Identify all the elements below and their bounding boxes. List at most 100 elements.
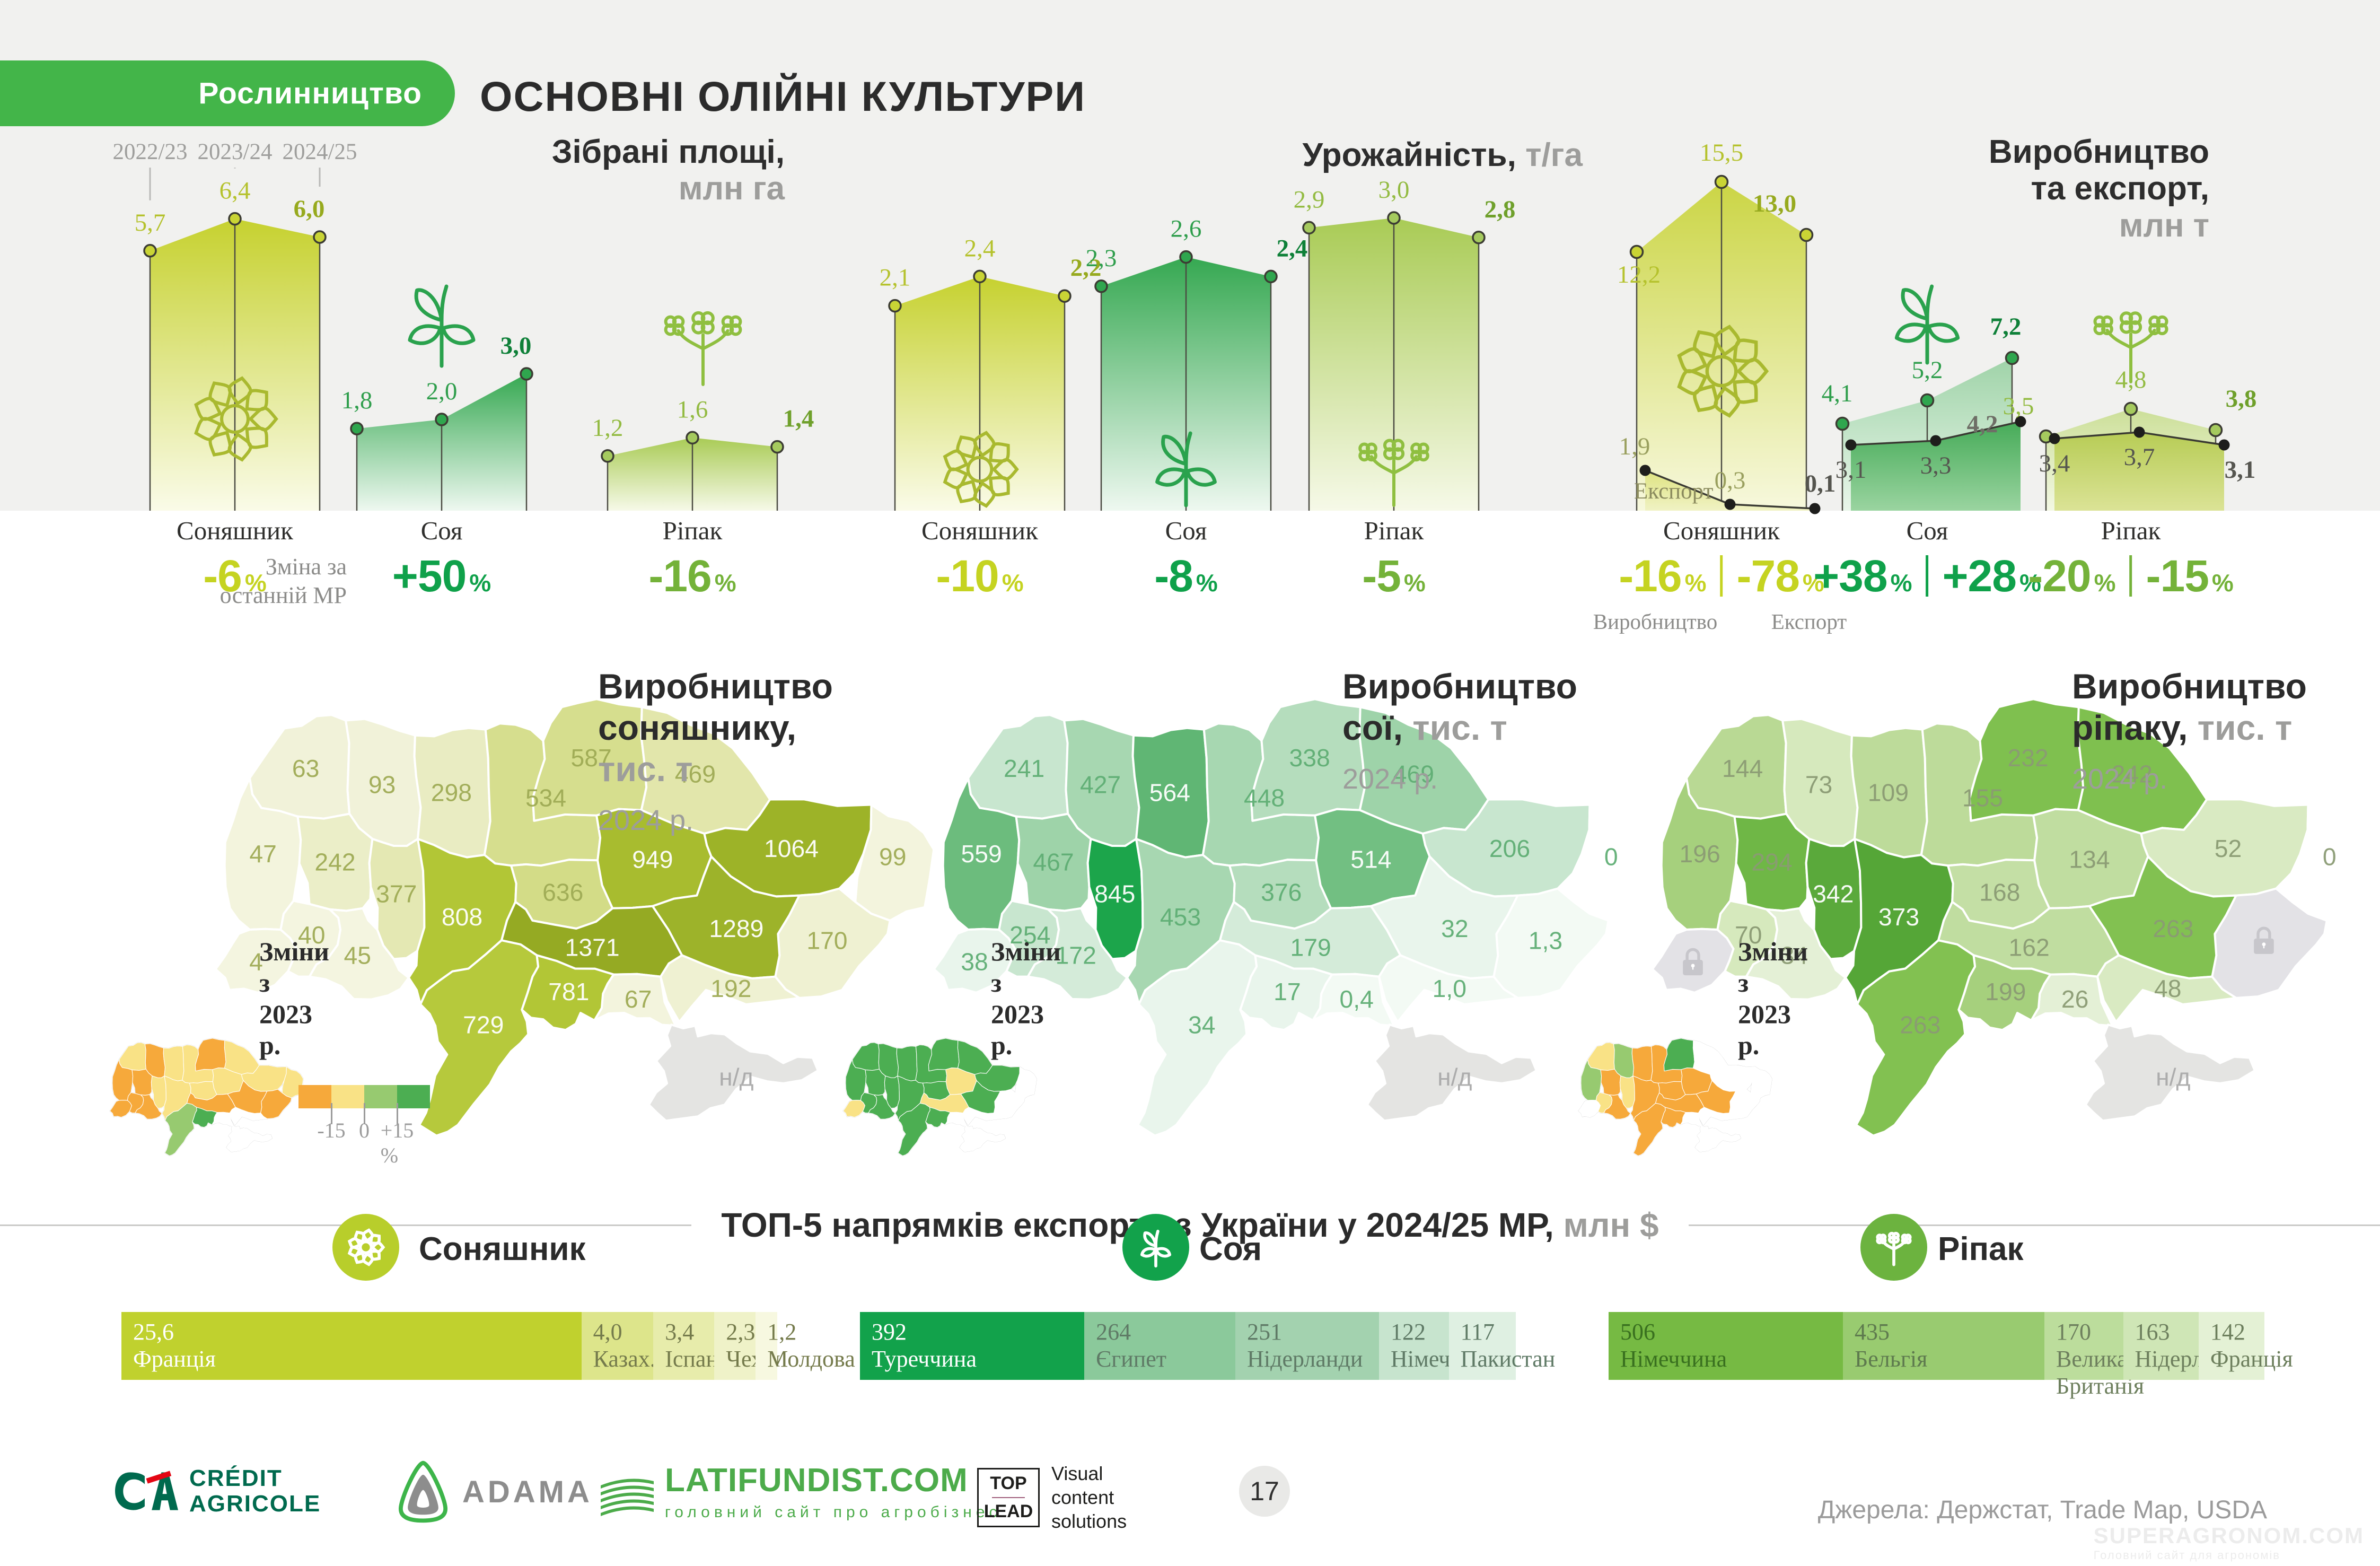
bar-segment-label: 4,0 Казах. xyxy=(593,1319,656,1372)
svg-text:155: 155 xyxy=(1962,784,2003,812)
svg-text:38: 38 xyxy=(961,948,988,976)
svg-text:241: 241 xyxy=(1004,755,1044,782)
bar-segment: 163 Нідерл. xyxy=(2123,1312,2209,1380)
svg-text:40: 40 xyxy=(298,921,325,949)
svg-text:263: 263 xyxy=(2153,915,2193,942)
chart-group-title-yield-main: Урожайність, xyxy=(1302,137,1516,173)
svg-text:34: 34 xyxy=(1781,941,1808,969)
svg-text:4,1: 4,1 xyxy=(1822,380,1853,407)
svg-text:162: 162 xyxy=(2009,933,2050,961)
crop-name: Ріпак xyxy=(1364,516,1424,545)
chart-group-title-areas-main: Зібрані площі, xyxy=(551,134,785,170)
svg-text:7,2: 7,2 xyxy=(1990,313,2022,340)
svg-text:4,2: 4,2 xyxy=(1967,410,1998,438)
svg-text:45: 45 xyxy=(344,941,371,969)
chart-group-title-production-unit: млн т xyxy=(2119,207,2209,244)
chart-group-title-areas: Зібрані площі, млн га xyxy=(552,134,785,207)
svg-text:298: 298 xyxy=(431,778,472,806)
svg-text:5,2: 5,2 xyxy=(1912,356,1943,384)
svg-text:564: 564 xyxy=(1149,778,1190,806)
legend-label: 0 xyxy=(359,1118,370,1142)
svg-text:448: 448 xyxy=(1244,784,1285,812)
legend-swatch xyxy=(298,1085,331,1108)
change-percent: -8% xyxy=(1154,551,1218,601)
svg-text:534: 534 xyxy=(525,784,566,812)
legend-tick xyxy=(364,1103,365,1124)
svg-text:3,8: 3,8 xyxy=(2226,385,2257,413)
svg-text:1,9: 1,9 xyxy=(1619,433,1650,460)
svg-text:3,4: 3,4 xyxy=(2039,450,2070,477)
map-year: 2024 р. xyxy=(598,804,694,836)
top5-crop-name: Соя xyxy=(1199,1231,1262,1267)
svg-text:3,7: 3,7 xyxy=(2124,443,2155,471)
svg-text:263: 263 xyxy=(1900,1011,1940,1038)
map-changes-label-1: Зміни з 2023 р. xyxy=(991,937,1061,1060)
change-percent-pair: -20% -15% xyxy=(2028,551,2234,601)
change-percent: -5% xyxy=(1362,551,1426,601)
map-title-1: Виробництво сої, тис. т 2024 р. xyxy=(1342,666,1577,796)
svg-text:294: 294 xyxy=(1751,848,1792,876)
change-percent-sublabels: Виробництво Експорт xyxy=(1593,609,1847,634)
adama-icon xyxy=(398,1460,448,1523)
svg-text:242: 242 xyxy=(314,848,355,876)
svg-text:170: 170 xyxy=(806,926,847,954)
toplead-logo: TOP LEAD Visual content solutions xyxy=(977,1462,1127,1533)
svg-text:1,3: 1,3 xyxy=(1529,926,1562,954)
svg-text:3,1: 3,1 xyxy=(2225,456,2256,484)
map-title-0: Виробництво соняшнику, тис. т 2024 р. xyxy=(598,666,833,837)
svg-text:168: 168 xyxy=(1979,879,2020,906)
svg-text:338: 338 xyxy=(1289,744,1330,772)
bar-segment: 3,4 Іспанія xyxy=(653,1312,735,1380)
bar-segment-label: 122 Німеч. xyxy=(1390,1319,1456,1372)
credit-agricole-logo: CRÉDIT AGRICOLE xyxy=(114,1462,321,1521)
svg-text:2,3: 2,3 xyxy=(1086,244,1117,272)
bar-segment-label: 117 Пакистан xyxy=(1460,1319,1556,1372)
svg-text:н/д: н/д xyxy=(2156,1063,2190,1091)
svg-text:781: 781 xyxy=(548,978,589,1005)
top5-crop-name: Ріпак xyxy=(1938,1231,2024,1267)
crop-name: Соняшник xyxy=(921,516,1038,545)
bar-segment-label: 25,6 Франція xyxy=(133,1319,216,1372)
sources-note: Джерела: Держстат, Trade Map, USDA xyxy=(1817,1496,2267,1524)
svg-text:3,1: 3,1 xyxy=(1836,456,1867,484)
svg-text:2,6: 2,6 xyxy=(1171,215,1202,243)
category-badge: Рослинництво xyxy=(0,60,455,126)
inset-change-map-1 xyxy=(842,1038,1037,1157)
bar-segment: 435 Бельгія xyxy=(1843,1312,2044,1380)
bar-segment: 1,2 Молдова xyxy=(756,1312,855,1380)
svg-text:469: 469 xyxy=(1393,760,1434,788)
svg-text:3,5: 3,5 xyxy=(2003,392,2034,420)
svg-text:48: 48 xyxy=(2154,975,2181,1002)
svg-text:453: 453 xyxy=(1160,903,1201,931)
bar-segment: 117 Пакистан xyxy=(1448,1312,1555,1380)
svg-text:12,2: 12,2 xyxy=(1617,261,1661,288)
svg-text:Експорт: Експорт xyxy=(1634,479,1714,504)
svg-text:179: 179 xyxy=(1290,933,1331,961)
svg-text:196: 196 xyxy=(1680,840,1720,868)
top5-title: ТОП-5 напрямків експорту з України у 202… xyxy=(721,1206,1659,1244)
change-legend: -15 0 +15 % xyxy=(298,1085,430,1167)
svg-text:2,4: 2,4 xyxy=(964,234,996,262)
bar-segment: 264 Єгипет xyxy=(1084,1312,1236,1380)
svg-text:134: 134 xyxy=(2069,845,2110,873)
svg-text:0: 0 xyxy=(1604,843,1618,870)
svg-text:587: 587 xyxy=(570,744,611,772)
svg-text:99: 99 xyxy=(879,843,906,870)
chart-group-title-production-line1: Виробництво xyxy=(1988,134,2209,170)
change-percent: +50% xyxy=(392,551,491,601)
bar-segment-label: 264 Єгипет xyxy=(1096,1319,1167,1372)
credit-agricole-text: CRÉDIT AGRICOLE xyxy=(189,1465,321,1517)
svg-text:1,2: 1,2 xyxy=(592,414,623,442)
svg-text:808: 808 xyxy=(442,903,482,931)
bar-segment-label: 435 Бельгія xyxy=(1855,1319,1928,1372)
bar-segment-label: 506 Німеччина xyxy=(1620,1319,1727,1372)
svg-text:199: 199 xyxy=(1985,978,2026,1005)
page-title: ОСНОВНІ ОЛІЙНІ КУЛЬТУРИ xyxy=(480,73,1086,120)
map-changes-label-2: Зміни з 2023 р. xyxy=(1738,937,1808,1060)
change-note: Зміна за останній МР xyxy=(219,554,347,608)
svg-text:254: 254 xyxy=(1009,921,1050,949)
svg-text:32: 32 xyxy=(1441,915,1468,942)
svg-text:2,1: 2,1 xyxy=(880,264,911,292)
